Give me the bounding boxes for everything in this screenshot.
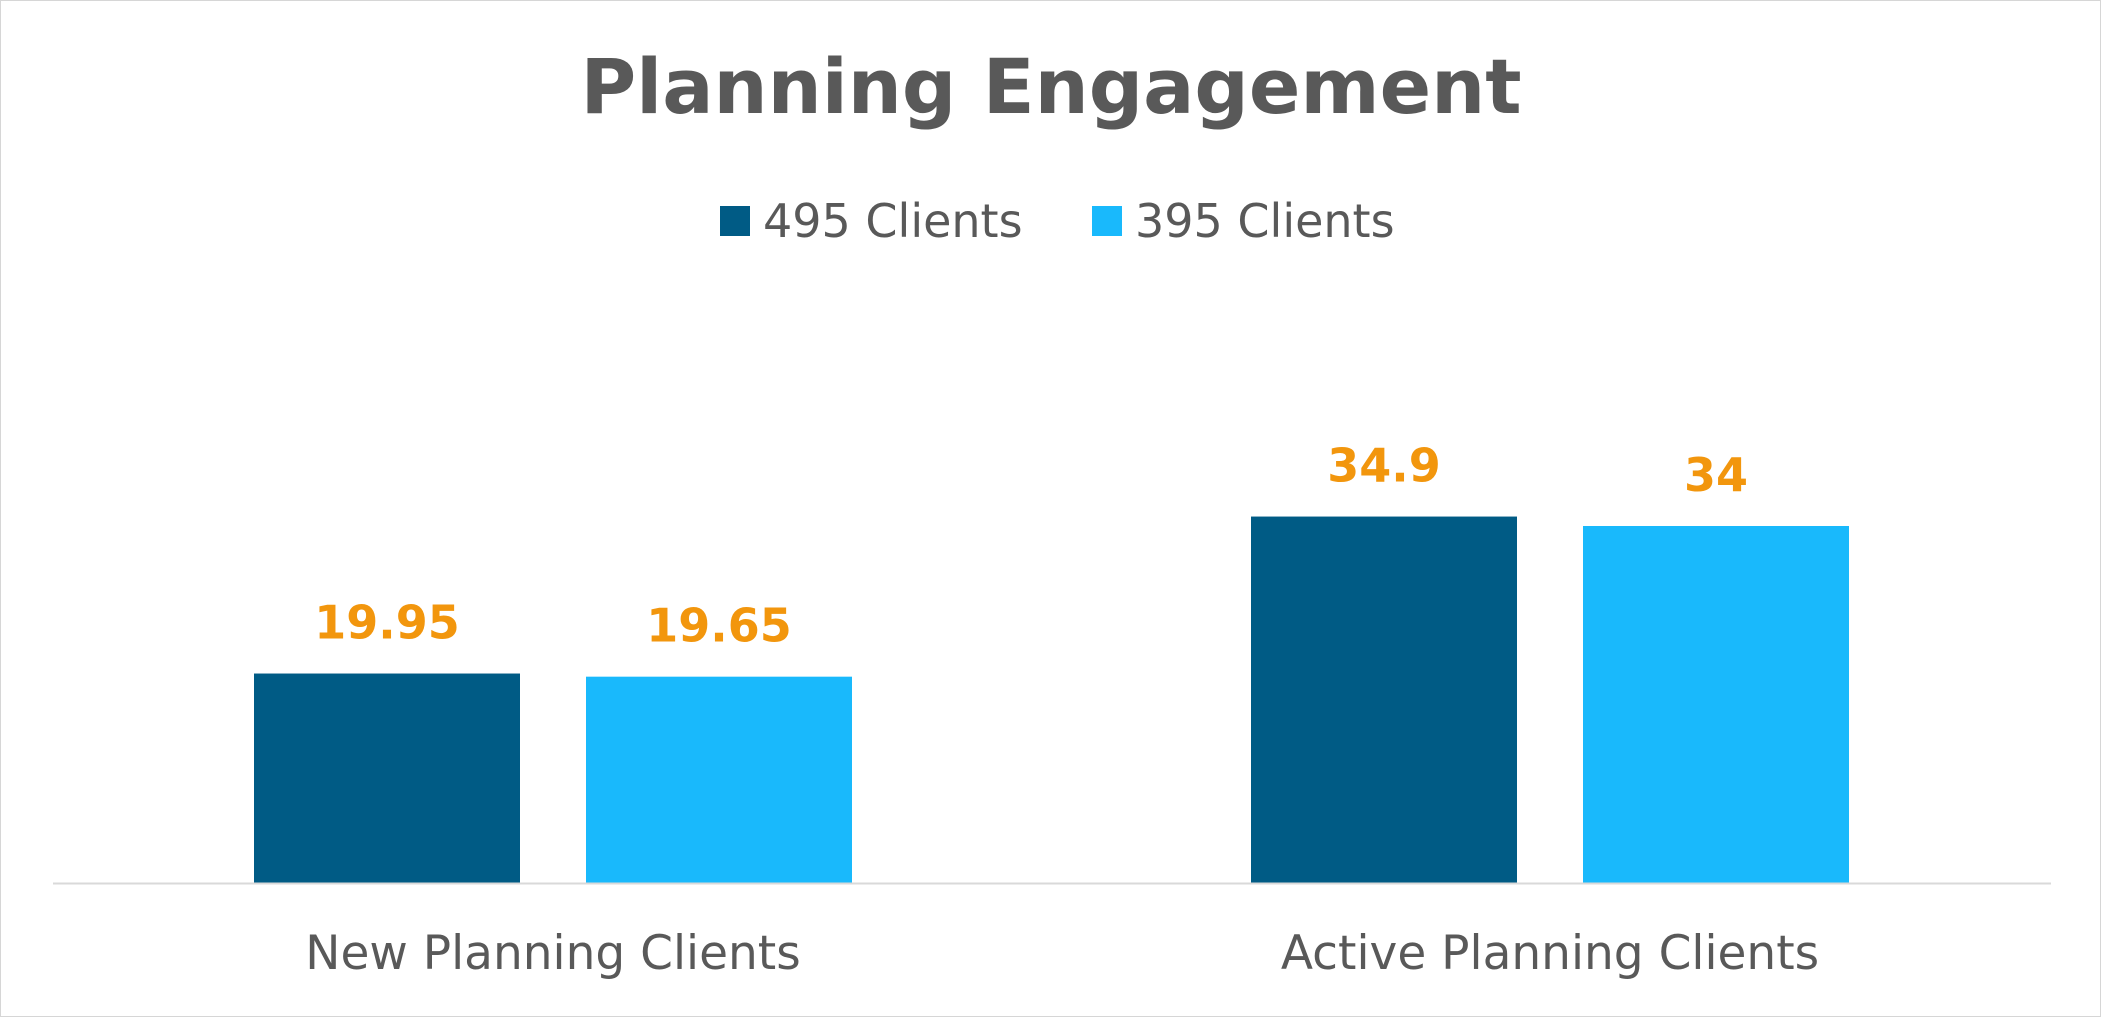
data-label-1-1: 19.95 (314, 596, 460, 650)
chart-title: Planning Engagement (580, 42, 1521, 131)
category-label-1: New Planning Clients (305, 926, 800, 981)
legend-label-1: 495 Clients (763, 194, 1023, 248)
bar-1-2 (586, 676, 852, 883)
bar-2-2 (1583, 526, 1849, 883)
category-label-2: Active Planning Clients (1281, 926, 1819, 981)
data-label-1-2: 19.65 (646, 599, 792, 653)
category-labels: New Planning Clients Active Planning Clie… (305, 926, 1819, 981)
legend-label-2: 395 Clients (1135, 194, 1395, 248)
bars-group: 19.95 19.65 34.9 34 (254, 439, 1849, 883)
data-label-2-1: 34.9 (1327, 439, 1441, 493)
legend-swatch-2 (1092, 206, 1122, 236)
legend: 495 Clients 395 Clients (720, 194, 1395, 248)
data-label-2-2: 34 (1684, 448, 1748, 502)
bar-2-1 (1251, 516, 1517, 883)
legend-swatch-1 (720, 206, 750, 236)
bar-1-1 (254, 673, 520, 883)
